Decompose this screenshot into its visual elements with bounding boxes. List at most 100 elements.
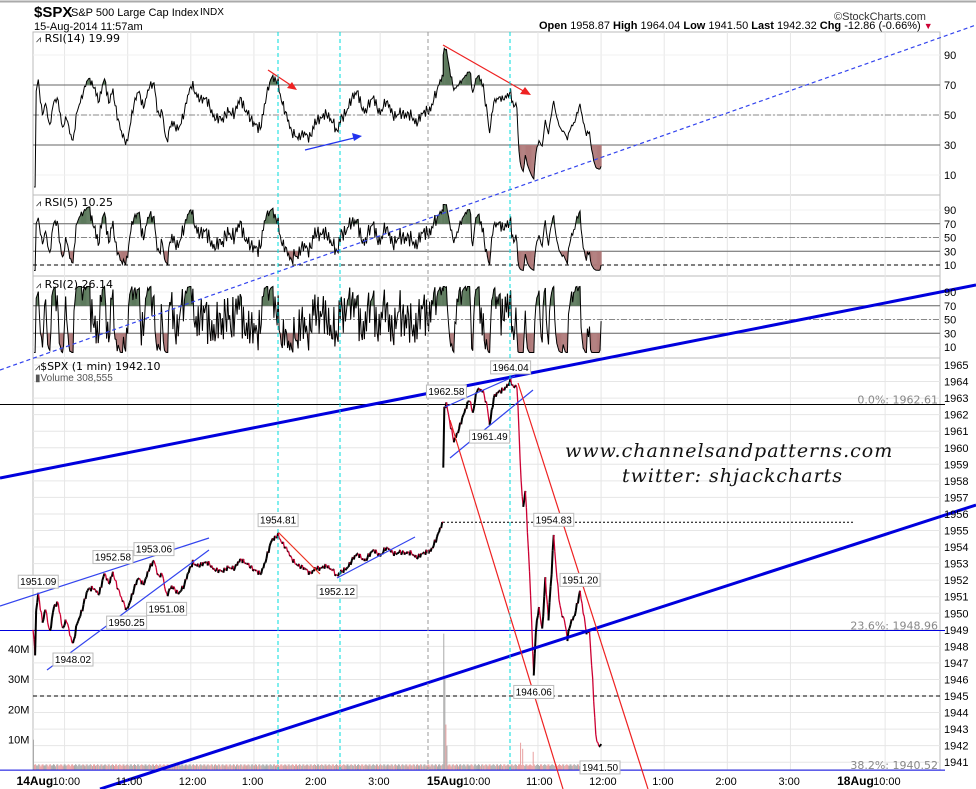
price-tick-label: 1953 <box>944 559 968 571</box>
time-tick-label: 12:00 <box>589 776 617 788</box>
volume-bar <box>467 764 469 770</box>
volume-bar <box>534 765 536 770</box>
volume-bar <box>415 764 417 770</box>
price-segment <box>144 576 148 580</box>
copyright[interactable]: ©StockCharts.com <box>834 11 926 23</box>
price-segment <box>92 588 95 591</box>
price-tick-label: 1948 <box>944 641 968 653</box>
volume-bar <box>326 765 328 770</box>
volume-bar <box>337 765 339 770</box>
rsi5-line <box>34 204 602 272</box>
volume-bar <box>183 766 185 770</box>
price-segment <box>396 551 399 555</box>
volume-bar <box>182 764 184 770</box>
price-segment <box>463 408 467 414</box>
volume-bar <box>302 764 304 770</box>
time-tick-label: 2:00 <box>305 776 326 788</box>
volume-bar <box>504 764 506 770</box>
volume-bar <box>463 764 465 770</box>
volume-bar <box>542 765 544 770</box>
annotation-box <box>533 512 575 527</box>
volume-bar <box>519 764 521 770</box>
volume-bar <box>44 765 46 770</box>
price-segment <box>183 579 187 585</box>
price-segment <box>35 602 39 611</box>
volume-bar <box>532 751 534 770</box>
down-arrow-icon: ▼ <box>923 21 933 31</box>
volume-bar <box>270 764 272 770</box>
price-segment <box>419 553 423 558</box>
volume-bar <box>157 765 159 770</box>
volume-bar <box>464 764 466 770</box>
price-segment <box>267 545 271 554</box>
price-segment <box>73 636 77 640</box>
volume-bar <box>513 765 515 770</box>
volume-bar <box>285 764 287 770</box>
volume-bar <box>322 764 324 770</box>
volume-bar <box>155 764 157 770</box>
volume-bar <box>262 764 264 770</box>
volume-bar <box>139 765 141 770</box>
volume-bar <box>525 764 527 770</box>
price-tick-label: 1941 <box>944 757 968 769</box>
volume-bar <box>64 764 66 770</box>
volume-bar <box>153 765 155 770</box>
volume-bar <box>263 764 265 770</box>
price-segment <box>100 579 104 588</box>
price-segment <box>431 544 435 549</box>
volume-bar <box>122 764 124 770</box>
volume-bar <box>333 765 335 770</box>
date-tick-label: 18Aug <box>837 774 874 788</box>
price-tick-label: 1964 <box>944 377 968 389</box>
price-segment <box>457 428 461 434</box>
price-segment <box>469 401 473 410</box>
price-segment <box>594 717 597 735</box>
volume-bar <box>472 766 474 770</box>
volume-bar <box>491 765 493 770</box>
volume-bar <box>359 765 361 770</box>
price-segment <box>217 569 221 574</box>
volume-bar <box>578 766 580 770</box>
volume-bar <box>575 765 577 770</box>
volume-bar <box>102 765 104 770</box>
volume-bar <box>217 765 219 770</box>
volume-bar <box>526 764 528 770</box>
volume-bar <box>120 764 122 770</box>
volume-bar <box>444 679 446 770</box>
price-segment <box>407 550 409 553</box>
price-segment <box>490 406 494 411</box>
volume-bar <box>406 764 408 770</box>
price-segment <box>119 595 122 598</box>
price-segment <box>488 419 492 425</box>
price-segment <box>501 387 504 391</box>
price-segment <box>65 619 68 623</box>
price-segment <box>567 627 571 632</box>
volume-bar <box>335 764 337 770</box>
price-segment <box>557 585 560 600</box>
price-segment <box>538 606 541 616</box>
volume-bar <box>320 765 322 770</box>
volume-bar <box>414 766 416 770</box>
annotation-box <box>52 652 94 667</box>
price-segment <box>580 598 583 604</box>
rsi-icon: ⩘ <box>36 35 42 45</box>
price-segment <box>160 572 163 576</box>
volume-bar <box>86 764 88 770</box>
volume-bar <box>431 764 433 770</box>
volume-bar <box>282 765 284 770</box>
volume-bar <box>343 764 345 770</box>
volume-bar <box>529 764 531 770</box>
volume-bar <box>115 764 117 770</box>
volume-bar <box>522 748 524 770</box>
price-segment <box>473 393 477 403</box>
volume-bar <box>373 765 375 770</box>
rsi-tick-label: 30 <box>944 140 956 152</box>
price-segment <box>244 562 246 565</box>
volume-bar <box>318 764 320 770</box>
volume-bar <box>353 764 355 770</box>
volume-bar <box>158 765 160 770</box>
volume-bar <box>291 764 293 770</box>
volume-bar <box>455 764 457 770</box>
volume-bar <box>520 742 522 770</box>
price-segment <box>153 560 156 565</box>
